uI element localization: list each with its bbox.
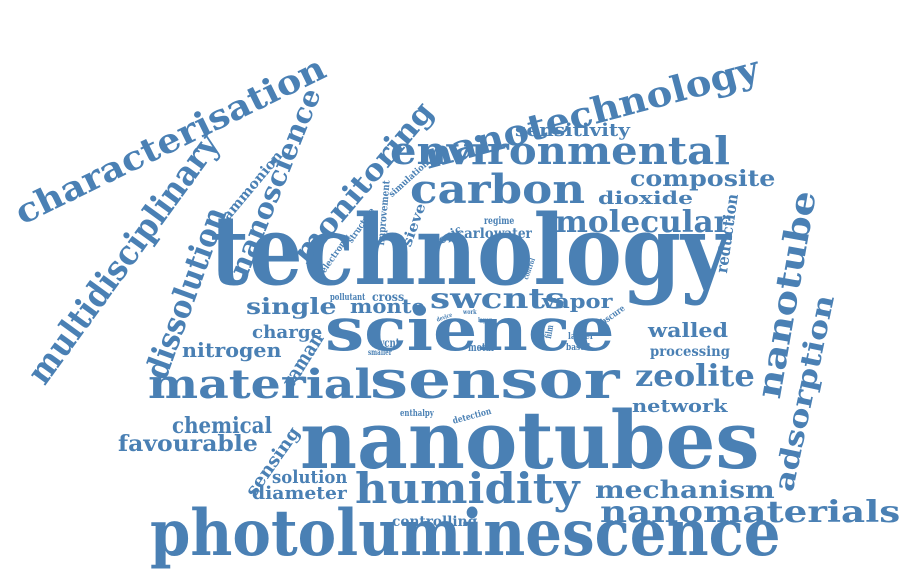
word-controlling: controlling xyxy=(392,514,478,530)
word-processing: processing xyxy=(650,344,730,360)
word-work: work xyxy=(463,309,477,316)
word-vapor: vapor xyxy=(542,289,613,313)
word-chemical: chemical xyxy=(172,413,273,439)
word-network: network xyxy=(632,396,728,417)
word-monte: monte xyxy=(350,294,425,318)
word-mechanism: mechanism xyxy=(595,475,775,504)
word-metal: metal xyxy=(468,341,495,354)
word-composite: composite xyxy=(630,166,776,192)
word-photoluminescence: photoluminescence xyxy=(150,496,781,571)
word-regime: regime xyxy=(484,216,515,227)
word-technology: technology xyxy=(210,194,730,307)
word-swcnts: swcnts xyxy=(430,282,566,315)
word-enthalpy: enthalpy xyxy=(400,409,434,419)
word-based: based xyxy=(566,343,591,353)
word-humidity: humidity xyxy=(355,464,580,513)
word-sensor: sensor xyxy=(370,350,620,411)
word-cross: cross xyxy=(372,290,405,304)
word-pollutant: pollutant xyxy=(330,293,366,303)
word-walled: walled xyxy=(648,318,729,342)
word-single: single xyxy=(246,294,337,320)
word-smaller: smaller xyxy=(368,347,392,357)
word-nanomaterials: nanomaterials xyxy=(600,495,900,530)
word-nanotubes: nanotubes xyxy=(300,393,760,487)
word-solution: solution xyxy=(272,467,348,488)
word-charge: charge xyxy=(252,322,323,343)
word-diameter: diameter xyxy=(252,483,347,504)
word-swcnt: swcnt xyxy=(372,336,400,350)
word-nitrogen: nitrogen xyxy=(182,338,282,362)
word-carbon: carbon xyxy=(410,166,586,213)
word-larger: larger xyxy=(568,332,594,342)
word-zeolite: zeolite xyxy=(635,359,755,394)
word-layer: layer xyxy=(478,317,492,324)
word-carlo: carlo xyxy=(456,226,494,242)
word-sensitivity: sensitivity xyxy=(515,120,630,141)
word-water: water xyxy=(494,226,532,242)
word-material: material xyxy=(148,361,373,408)
word-molecular: molecular xyxy=(555,205,731,240)
word-dioxide: dioxide xyxy=(598,188,694,209)
word-science: science xyxy=(325,295,615,365)
word-favourable: favourable xyxy=(118,431,258,457)
word-environmental: environmental xyxy=(390,128,731,173)
